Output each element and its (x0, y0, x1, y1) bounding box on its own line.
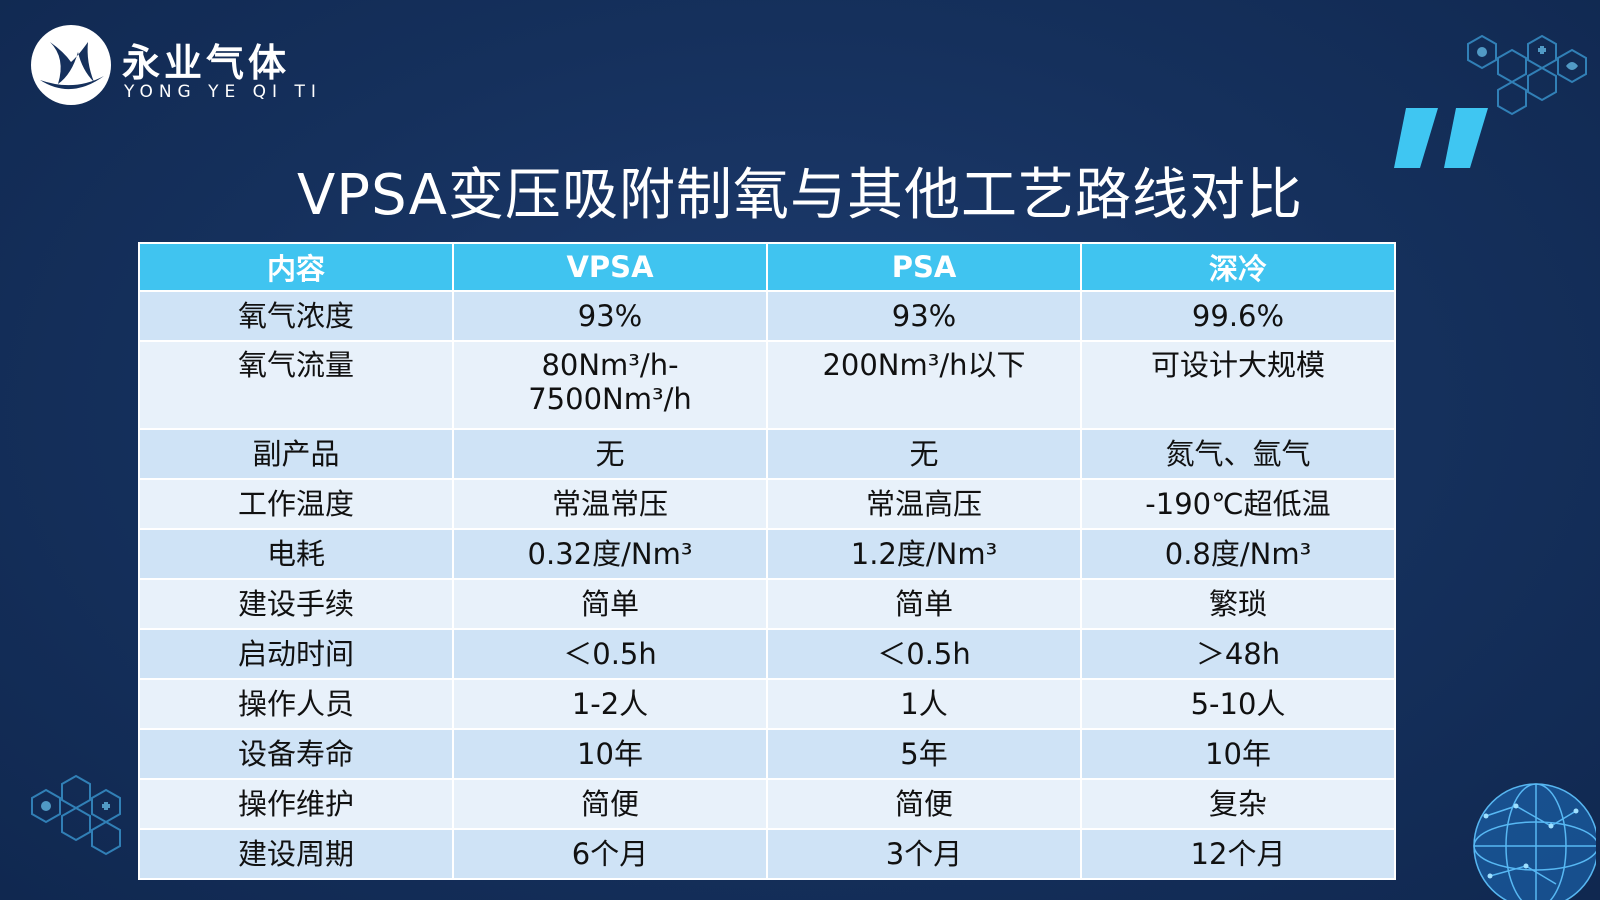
cell-cryogenic: 0.8度/Nm³ (1080, 528, 1396, 580)
header-vpsa: VPSA (452, 242, 768, 292)
cell-vpsa: 常温常压 (452, 478, 768, 530)
cell-cryogenic: 5-10人 (1080, 678, 1396, 730)
cell-vpsa: 6个月 (452, 828, 768, 880)
cell-vpsa: 1-2人 (452, 678, 768, 730)
row-label: 设备寿命 (138, 728, 454, 780)
row-label: 氧气浓度 (138, 290, 454, 342)
table-row: 电耗 0.32度/Nm³ 1.2度/Nm³ 0.8度/Nm³ (138, 528, 1396, 580)
cell-vpsa: 93% (452, 290, 768, 342)
row-label: 工作温度 (138, 478, 454, 530)
table-row: 建设周期 6个月 3个月 12个月 (138, 828, 1396, 880)
table-row: 建设手续 简单 简单 繁琐 (138, 578, 1396, 630)
table-row: 操作维护 简便 简便 复杂 (138, 778, 1396, 830)
header-content: 内容 (138, 242, 454, 292)
cell-psa: 93% (766, 290, 1082, 342)
cell-vpsa: 0.32度/Nm³ (452, 528, 768, 580)
table-row: 工作温度 常温常压 常温高压 -190℃超低温 (138, 478, 1396, 530)
cell-psa: 常温高压 (766, 478, 1082, 530)
table-row: 设备寿命 10年 5年 10年 (138, 728, 1396, 780)
yongye-logo-icon (31, 25, 111, 105)
table-row: 操作人员 1-2人 1人 5-10人 (138, 678, 1396, 730)
header-psa: PSA (766, 242, 1082, 292)
table-row: 氧气流量 80Nm³/h-7500Nm³/h 200Nm³/h以下 可设计大规模 (138, 340, 1396, 430)
row-label: 电耗 (138, 528, 454, 580)
cell-cryogenic: 繁琐 (1080, 578, 1396, 630)
row-label: 操作人员 (138, 678, 454, 730)
quote-mark-icon (1394, 108, 1488, 168)
cell-psa: 简单 (766, 578, 1082, 630)
cell-psa: 简便 (766, 778, 1082, 830)
row-label: 建设手续 (138, 578, 454, 630)
company-logo: 永业气体 YONG YE QI TI (28, 22, 328, 114)
cell-cryogenic: 10年 (1080, 728, 1396, 780)
globe-icon (1473, 783, 1596, 900)
cell-cryogenic: 可设计大规模 (1080, 340, 1396, 430)
row-label: 建设周期 (138, 828, 454, 880)
cell-psa: ＜0.5h (766, 628, 1082, 680)
row-label: 副产品 (138, 428, 454, 480)
cell-vpsa: 无 (452, 428, 768, 480)
page-title: VPSA变压吸附制氧与其他工艺路线对比 (297, 163, 1303, 228)
cell-vpsa: 简单 (452, 578, 768, 630)
cell-psa: 1人 (766, 678, 1082, 730)
row-label: 氧气流量 (138, 340, 454, 430)
cell-vpsa: ＜0.5h (452, 628, 768, 680)
logo-english-name: YONG YE QI TI (124, 82, 322, 102)
table-row: 副产品 无 无 氮气、氩气 (138, 428, 1396, 480)
cell-cryogenic: 氮气、氩气 (1080, 428, 1396, 480)
table-row: 启动时间 ＜0.5h ＜0.5h ＞48h (138, 628, 1396, 680)
table-header-row: 内容 VPSA PSA 深冷 (138, 242, 1396, 292)
cell-vpsa: 简便 (452, 778, 768, 830)
row-label: 操作维护 (138, 778, 454, 830)
cell-psa: 1.2度/Nm³ (766, 528, 1082, 580)
cell-vpsa: 80Nm³/h-7500Nm³/h (452, 340, 768, 430)
cell-cryogenic: 12个月 (1080, 828, 1396, 880)
cell-cryogenic: ＞48h (1080, 628, 1396, 680)
cell-cryogenic: 复杂 (1080, 778, 1396, 830)
header-cryogenic: 深冷 (1080, 242, 1396, 292)
medical-hexagon-icon (1467, 34, 1587, 116)
table-row: 氧气浓度 93% 93% 99.6% (138, 290, 1396, 342)
cell-psa: 无 (766, 428, 1082, 480)
cell-vpsa: 10年 (452, 728, 768, 780)
cell-cryogenic: -190℃超低温 (1080, 478, 1396, 530)
cell-psa: 3个月 (766, 828, 1082, 880)
cell-psa: 5年 (766, 728, 1082, 780)
cell-cryogenic: 99.6% (1080, 290, 1396, 342)
row-label: 启动时间 (138, 628, 454, 680)
comparison-table: 内容 VPSA PSA 深冷 氧气浓度 93% 93% 99.6% 氧气流量 8… (138, 242, 1396, 880)
medical-hexagon-icon (31, 774, 121, 856)
logo-chinese-name: 永业气体 (122, 41, 291, 85)
cell-psa: 200Nm³/h以下 (766, 340, 1082, 430)
